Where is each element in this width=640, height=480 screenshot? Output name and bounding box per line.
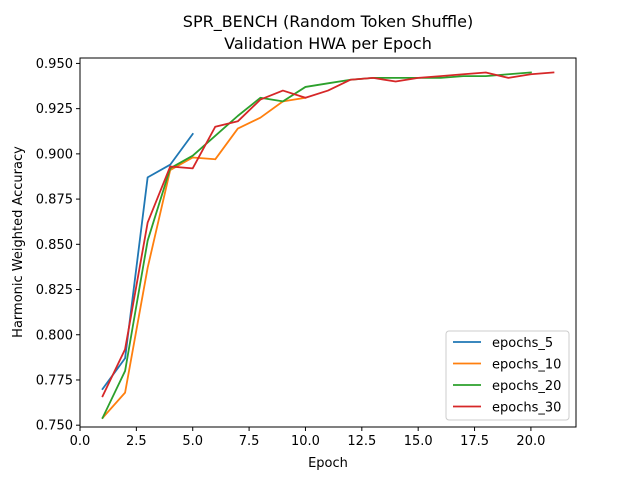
y-tick-label: 0.750 — [36, 419, 73, 434]
chart-subtitle: Validation HWA per Epoch — [224, 34, 432, 53]
x-tick-label: 0.0 — [70, 434, 91, 449]
series-line-epochs-5 — [101, 132, 194, 391]
x-tick-label: 5.0 — [182, 434, 203, 449]
y-tick-label: 0.850 — [36, 238, 73, 253]
y-tick-label: 0.875 — [36, 193, 73, 208]
legend-box — [445, 330, 570, 421]
y-axis-label: Harmonic Weighted Accuracy — [11, 146, 26, 338]
x-tick-label: 7.5 — [239, 434, 260, 449]
legend-label: epochs_20 — [492, 379, 561, 394]
x-tick-label: 15.0 — [404, 434, 433, 449]
x-tick-label: 10.0 — [291, 434, 320, 449]
x-axis-label: Epoch — [308, 456, 348, 471]
legend-label: epochs_5 — [492, 336, 553, 351]
y-tick-label: 0.925 — [36, 102, 73, 117]
legend-label: epochs_30 — [492, 401, 561, 416]
legend: epochs_5 epochs_10 epochs_20 epochs_30 — [445, 330, 570, 421]
x-tick-label: 20.0 — [516, 434, 545, 449]
series-line-epochs-10 — [101, 96, 307, 420]
y-tick-label: 0.950 — [36, 57, 73, 72]
y-tick-label: 0.775 — [36, 373, 73, 388]
plot-frame — [79, 57, 577, 428]
x-tick-label: 2.5 — [126, 434, 147, 449]
x-tick-label: 17.5 — [460, 434, 489, 449]
y-tick-label: 0.900 — [36, 147, 73, 162]
y-tick-label: 0.800 — [36, 328, 73, 343]
y-tick-label: 0.825 — [36, 283, 73, 298]
x-tick-label: 12.5 — [347, 434, 376, 449]
legend-label: epochs_10 — [492, 358, 561, 373]
series-line-epochs-30 — [101, 71, 555, 398]
chart-title: SPR_BENCH (Random Token Shuffle) — [183, 12, 473, 32]
